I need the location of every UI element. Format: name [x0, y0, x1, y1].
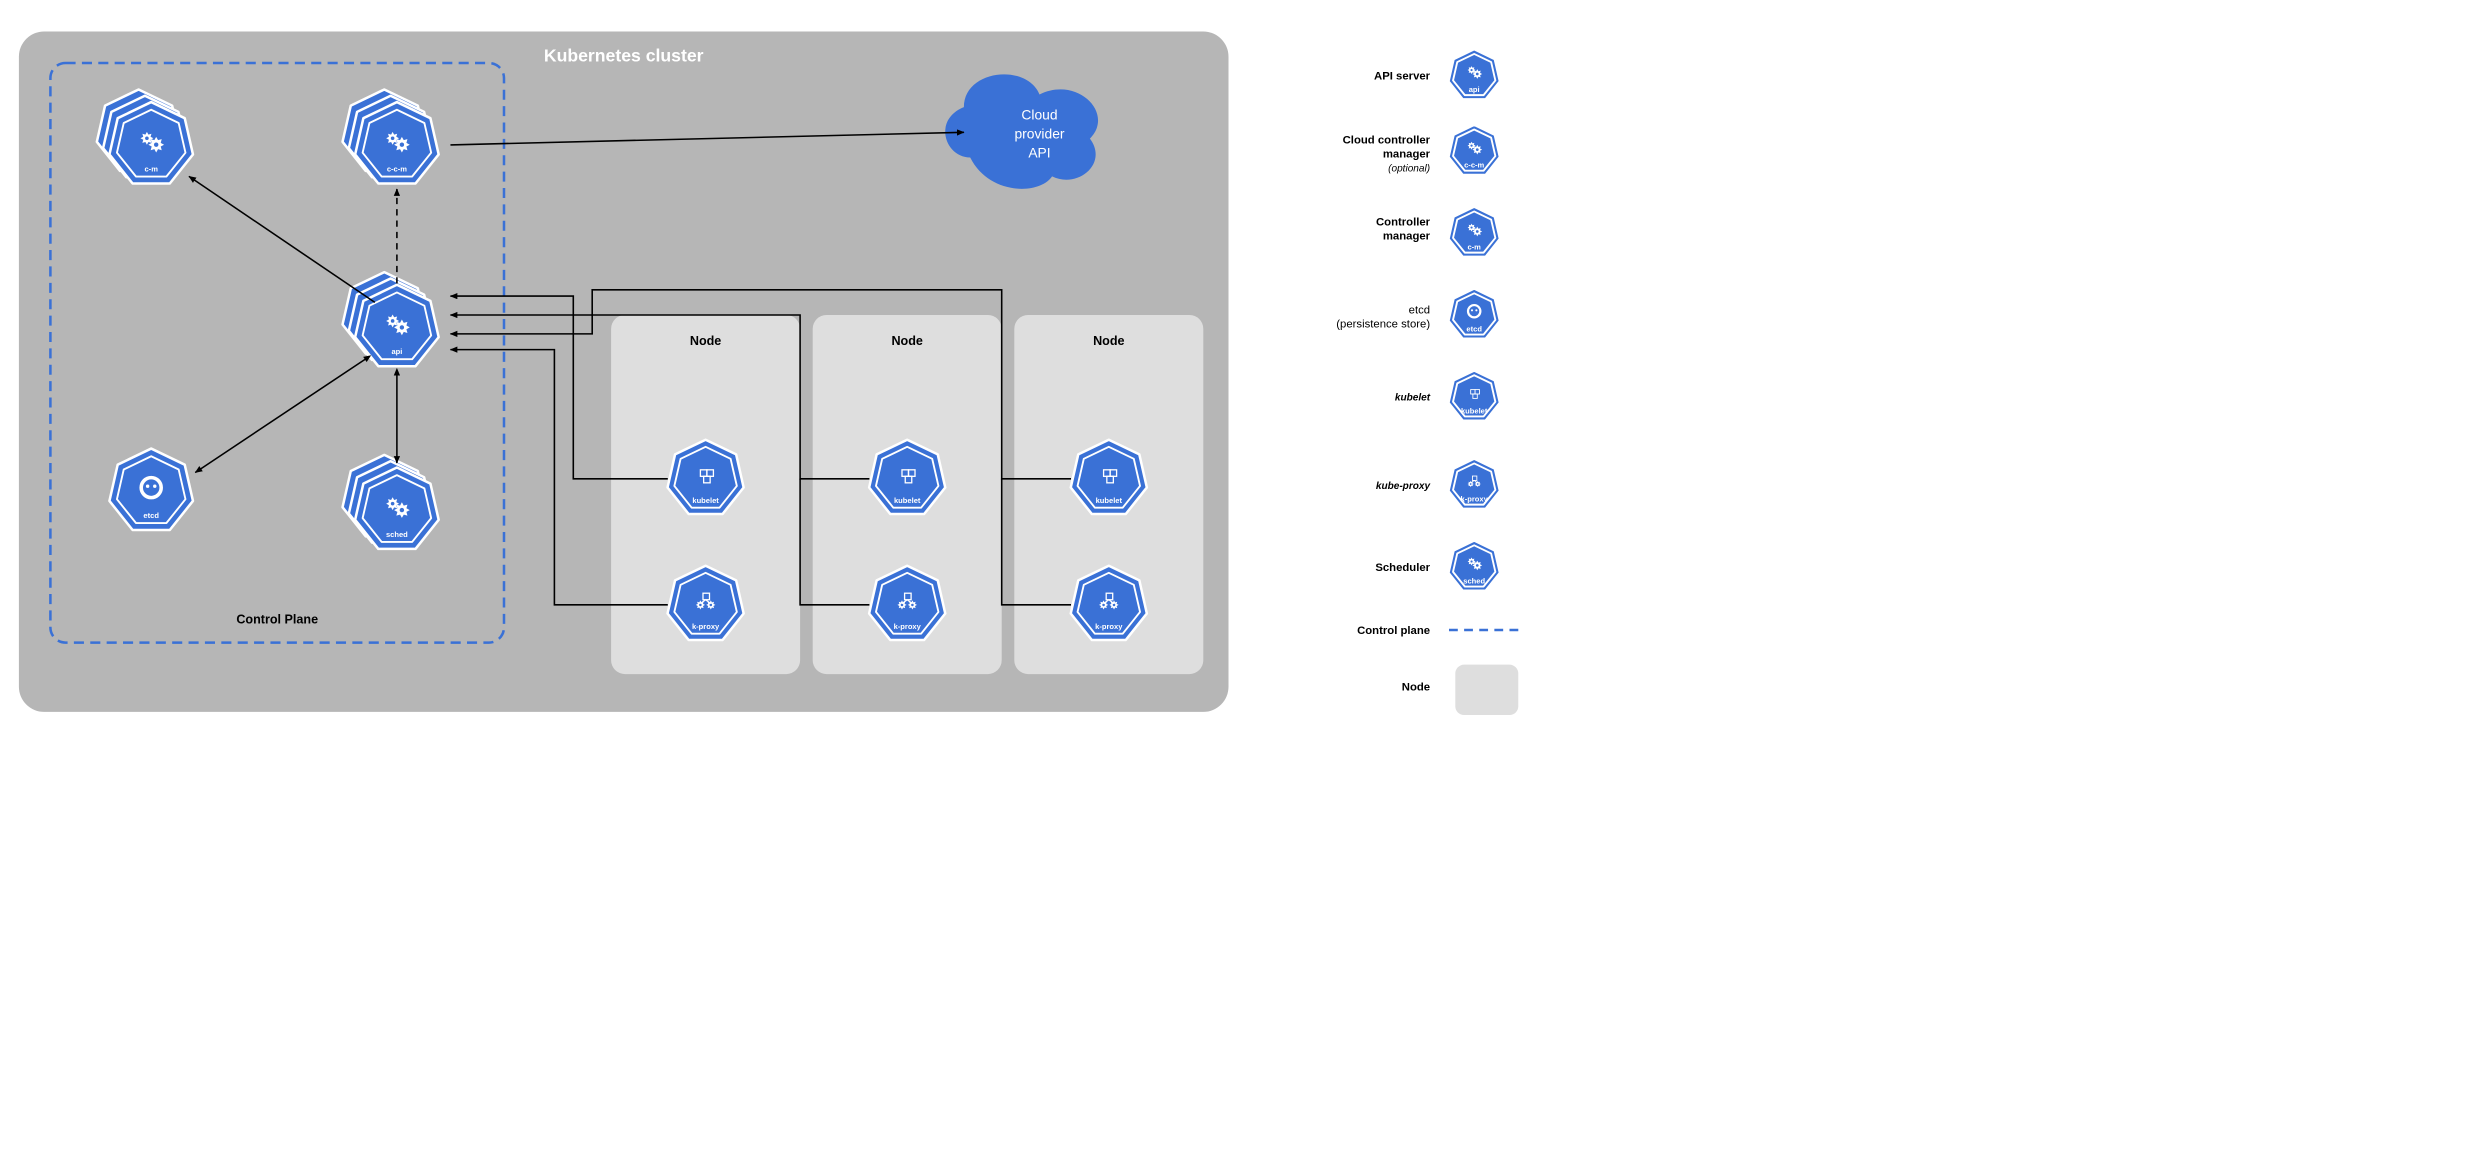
- legend-api: api: [1448, 49, 1500, 99]
- legend-item: Control plane: [1357, 625, 1525, 637]
- legend-item: kubelet kubelet: [1395, 370, 1500, 420]
- legend-item: k-proxy kube-proxy: [1376, 459, 1500, 509]
- svg-text:etcd: etcd: [1409, 305, 1430, 317]
- legend-c-m-label: c-m: [1467, 243, 1481, 252]
- api-hept-label: api: [391, 347, 402, 356]
- node1-kubelet-hept-label: kubelet: [692, 496, 719, 505]
- legend-etcd: etcd: [1448, 289, 1500, 339]
- node-label: Node: [1093, 334, 1124, 348]
- svg-text:(optional): (optional): [1388, 163, 1430, 174]
- svg-text:API server: API server: [1374, 70, 1431, 82]
- legend-item: c-m Controllermanager: [1376, 207, 1500, 257]
- legend-kubelet: kubelet: [1448, 370, 1500, 420]
- diagram-root: Kubernetes cluster Control Plane Node kubel…: [0, 0, 2470, 738]
- node3-k-proxy-hept-label: k-proxy: [1095, 622, 1123, 631]
- svg-text:manager: manager: [1383, 149, 1431, 161]
- legend-item: api API server: [1374, 49, 1500, 99]
- node-label: Node: [891, 334, 922, 348]
- cm-hept-label: c-m: [144, 164, 158, 173]
- legend-item: Node: [1402, 665, 1519, 715]
- svg-text:Cloud controller: Cloud controller: [1343, 135, 1431, 147]
- legend-c-m: c-m: [1448, 207, 1500, 257]
- legend-c-c-m: c-c-m: [1448, 125, 1500, 175]
- node-label: Node: [690, 334, 721, 348]
- node3-kubelet-hept-label: kubelet: [1096, 496, 1123, 505]
- legend-k-proxy-label: k-proxy: [1461, 495, 1489, 504]
- svg-text:Scheduler: Scheduler: [1375, 562, 1430, 574]
- svg-text:Controller: Controller: [1376, 217, 1431, 229]
- legend-etcd-label: etcd: [1466, 324, 1482, 333]
- node2-kubelet-hept-label: kubelet: [894, 496, 921, 505]
- legend-api-label: api: [1469, 85, 1480, 94]
- node2-k-proxy-hept-label: k-proxy: [894, 622, 922, 631]
- legend-kubelet-label: kubelet: [1461, 406, 1488, 415]
- legend-item: sched Scheduler: [1375, 541, 1500, 591]
- legend-k-proxy: k-proxy: [1448, 459, 1500, 509]
- control-plane-label: Control Plane: [236, 613, 318, 627]
- svg-text:Control plane: Control plane: [1357, 625, 1430, 637]
- sched-hept-label: sched: [386, 530, 408, 539]
- svg-text:(persistence store): (persistence store): [1336, 319, 1430, 331]
- legend-item: c-c-m Cloud controller manager (optional): [1343, 125, 1500, 175]
- kubernetes-architecture-diagram: Kubernetes cluster Control Plane Node kubel…: [0, 0, 1556, 738]
- etcd-hept-label: etcd: [143, 511, 159, 520]
- svg-text:kubelet: kubelet: [1395, 393, 1431, 404]
- svg-text:Node: Node: [1402, 681, 1430, 693]
- ccm-hept-label: c-c-m: [387, 164, 407, 173]
- cloud-text: API: [1028, 145, 1050, 161]
- legend-item: etcd etcd (persistence store): [1336, 289, 1500, 339]
- node1-k-proxy-hept-label: k-proxy: [692, 622, 720, 631]
- svg-text:manager: manager: [1383, 230, 1431, 242]
- legend-c-c-m-label: c-c-m: [1464, 161, 1484, 170]
- legend-sched-label: sched: [1463, 576, 1485, 585]
- cloud-text: Cloud: [1021, 107, 1057, 123]
- legend-sched: sched: [1448, 541, 1500, 591]
- cloud-text: provider: [1014, 126, 1064, 142]
- cluster-title: Kubernetes cluster: [544, 46, 704, 66]
- svg-text:kube-proxy: kube-proxy: [1376, 481, 1432, 492]
